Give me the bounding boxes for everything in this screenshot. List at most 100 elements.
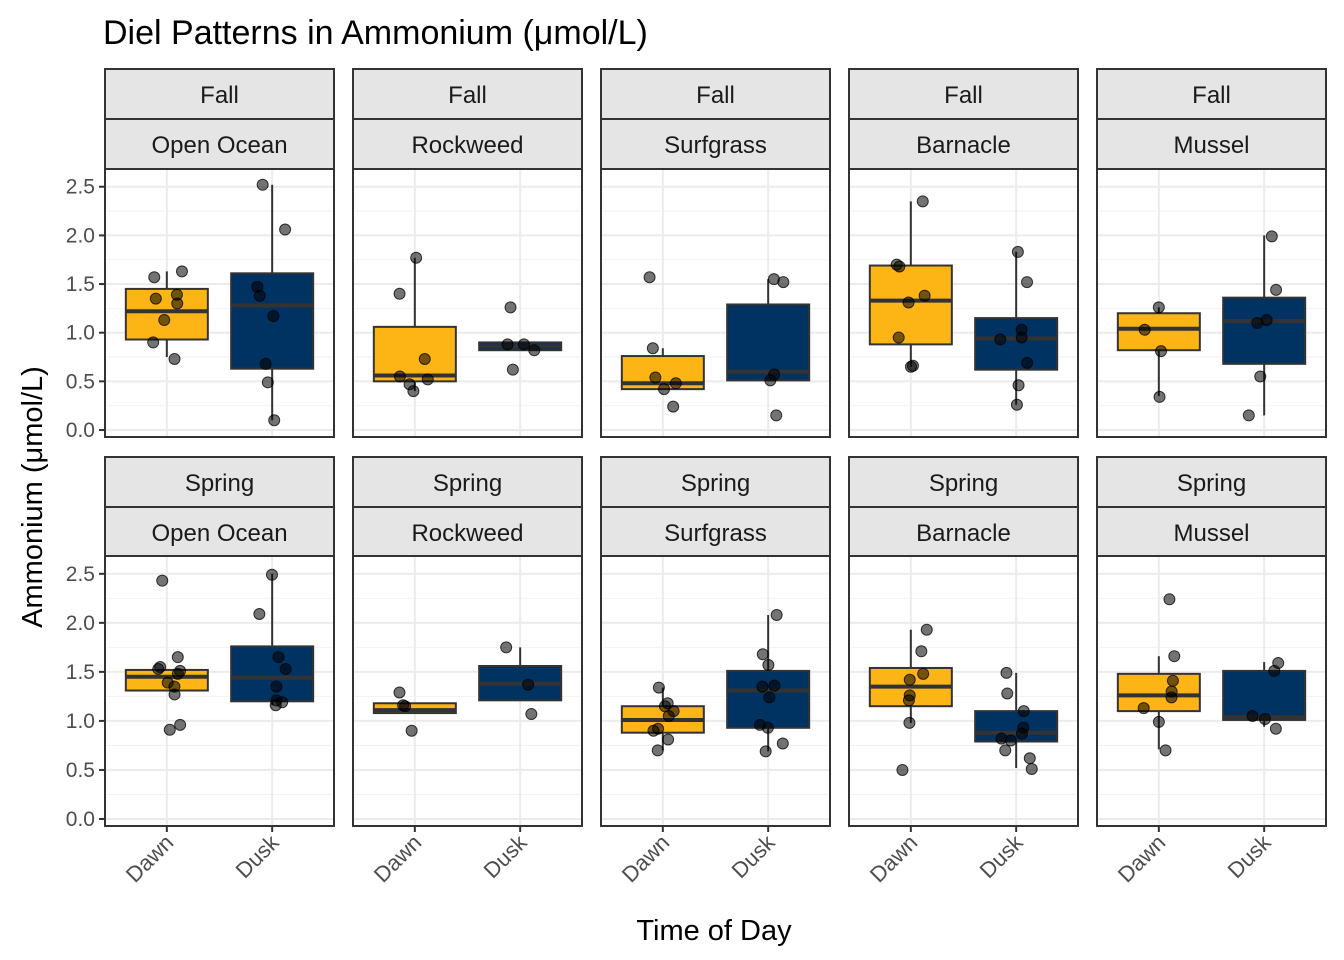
box-iqr bbox=[974, 710, 1059, 743]
strip-season bbox=[1096, 68, 1327, 120]
data-point bbox=[1137, 702, 1150, 715]
data-point bbox=[646, 342, 659, 355]
strip-season-label: Spring bbox=[1177, 470, 1246, 497]
data-point bbox=[1017, 721, 1030, 734]
data-point bbox=[892, 331, 905, 344]
y-tick-label: 0.0 bbox=[66, 419, 95, 442]
data-point bbox=[500, 641, 513, 654]
strip-season bbox=[848, 68, 1079, 120]
data-point bbox=[253, 608, 266, 621]
data-point bbox=[1017, 705, 1030, 718]
data-point bbox=[762, 659, 775, 672]
data-point bbox=[405, 724, 418, 737]
data-point bbox=[279, 662, 292, 675]
data-point bbox=[268, 414, 281, 427]
panel-background bbox=[353, 169, 582, 437]
y-tick-label: 0.0 bbox=[66, 808, 95, 831]
data-point bbox=[154, 660, 167, 673]
strip-season-label: Spring bbox=[681, 470, 750, 497]
strip-site-label: Barnacle bbox=[916, 520, 1011, 547]
x-tick-label: Dawn bbox=[121, 830, 178, 887]
strip-site bbox=[848, 118, 1079, 170]
data-point bbox=[261, 376, 274, 389]
data-point bbox=[1246, 710, 1259, 723]
data-point bbox=[1269, 722, 1282, 735]
strip-season-label: Spring bbox=[185, 470, 254, 497]
data-point bbox=[1270, 283, 1283, 296]
data-point bbox=[270, 680, 283, 693]
data-point bbox=[917, 667, 930, 680]
data-point bbox=[1163, 593, 1176, 606]
data-point bbox=[1011, 245, 1024, 258]
data-point bbox=[1168, 650, 1181, 663]
strip-season bbox=[104, 68, 335, 120]
data-point bbox=[756, 680, 769, 693]
data-point bbox=[410, 251, 423, 264]
data-point bbox=[651, 744, 664, 757]
box-iqr bbox=[230, 272, 315, 370]
data-point bbox=[753, 718, 766, 731]
data-point bbox=[1015, 323, 1028, 336]
data-point bbox=[767, 273, 780, 286]
data-point bbox=[418, 352, 431, 365]
data-point bbox=[643, 271, 656, 284]
data-point bbox=[163, 723, 176, 736]
data-point bbox=[918, 289, 931, 302]
panel-border bbox=[104, 168, 335, 438]
data-point bbox=[256, 178, 269, 191]
data-point bbox=[768, 368, 781, 381]
data-point bbox=[759, 745, 772, 758]
strip-season-label: Fall bbox=[200, 82, 239, 109]
strip-season bbox=[600, 456, 831, 508]
strip-season bbox=[1096, 456, 1327, 508]
panel-border bbox=[848, 168, 1079, 438]
data-point bbox=[1165, 685, 1178, 698]
y-tick-label: 1.5 bbox=[66, 273, 95, 296]
panel-border bbox=[1096, 168, 1327, 438]
data-point bbox=[174, 664, 187, 677]
data-point bbox=[1166, 674, 1179, 687]
data-point bbox=[903, 673, 916, 686]
data-point bbox=[776, 737, 789, 750]
strip-site bbox=[600, 118, 831, 170]
panel-border bbox=[352, 555, 583, 827]
data-point bbox=[522, 678, 535, 691]
panel-border bbox=[848, 555, 1079, 827]
data-point bbox=[1155, 345, 1168, 358]
facet-panel: Fall Barnacle bbox=[848, 68, 1079, 438]
y-tick-label: 1.0 bbox=[66, 322, 95, 345]
data-point bbox=[1152, 715, 1165, 728]
strip-season-label: Fall bbox=[696, 82, 735, 109]
facet-panel: Fall Open Ocean 0.0 0.5 1.0 1.5 2.0 2.5 bbox=[66, 68, 335, 442]
data-point bbox=[915, 645, 928, 658]
data-point bbox=[158, 314, 171, 327]
strip-site bbox=[600, 506, 831, 558]
data-point bbox=[506, 363, 519, 376]
strip-site bbox=[104, 118, 335, 170]
facet-panel: Spring Surfgrass Dawn Dusk bbox=[600, 456, 831, 887]
data-point bbox=[1025, 762, 1038, 775]
strip-site-label: Surfgrass bbox=[664, 132, 767, 159]
data-point bbox=[903, 716, 916, 729]
data-point bbox=[393, 370, 406, 383]
strip-season-label: Fall bbox=[448, 82, 487, 109]
data-point bbox=[756, 648, 769, 661]
panel-border bbox=[352, 168, 583, 438]
y-tick-label: 0.5 bbox=[66, 370, 95, 393]
box-iqr bbox=[124, 287, 209, 341]
data-point bbox=[149, 292, 162, 305]
data-point bbox=[175, 265, 188, 278]
data-point bbox=[1260, 314, 1273, 327]
data-point bbox=[1242, 409, 1255, 422]
data-point bbox=[517, 338, 530, 351]
data-point bbox=[156, 574, 169, 587]
panel-border bbox=[1096, 555, 1327, 827]
data-point bbox=[902, 296, 915, 309]
y-tick-label: 2.0 bbox=[66, 224, 95, 247]
data-point bbox=[916, 195, 929, 208]
data-point bbox=[1012, 379, 1025, 392]
data-point bbox=[528, 344, 541, 357]
strip-site bbox=[352, 506, 583, 558]
data-point bbox=[1001, 687, 1014, 700]
data-point bbox=[174, 718, 187, 731]
